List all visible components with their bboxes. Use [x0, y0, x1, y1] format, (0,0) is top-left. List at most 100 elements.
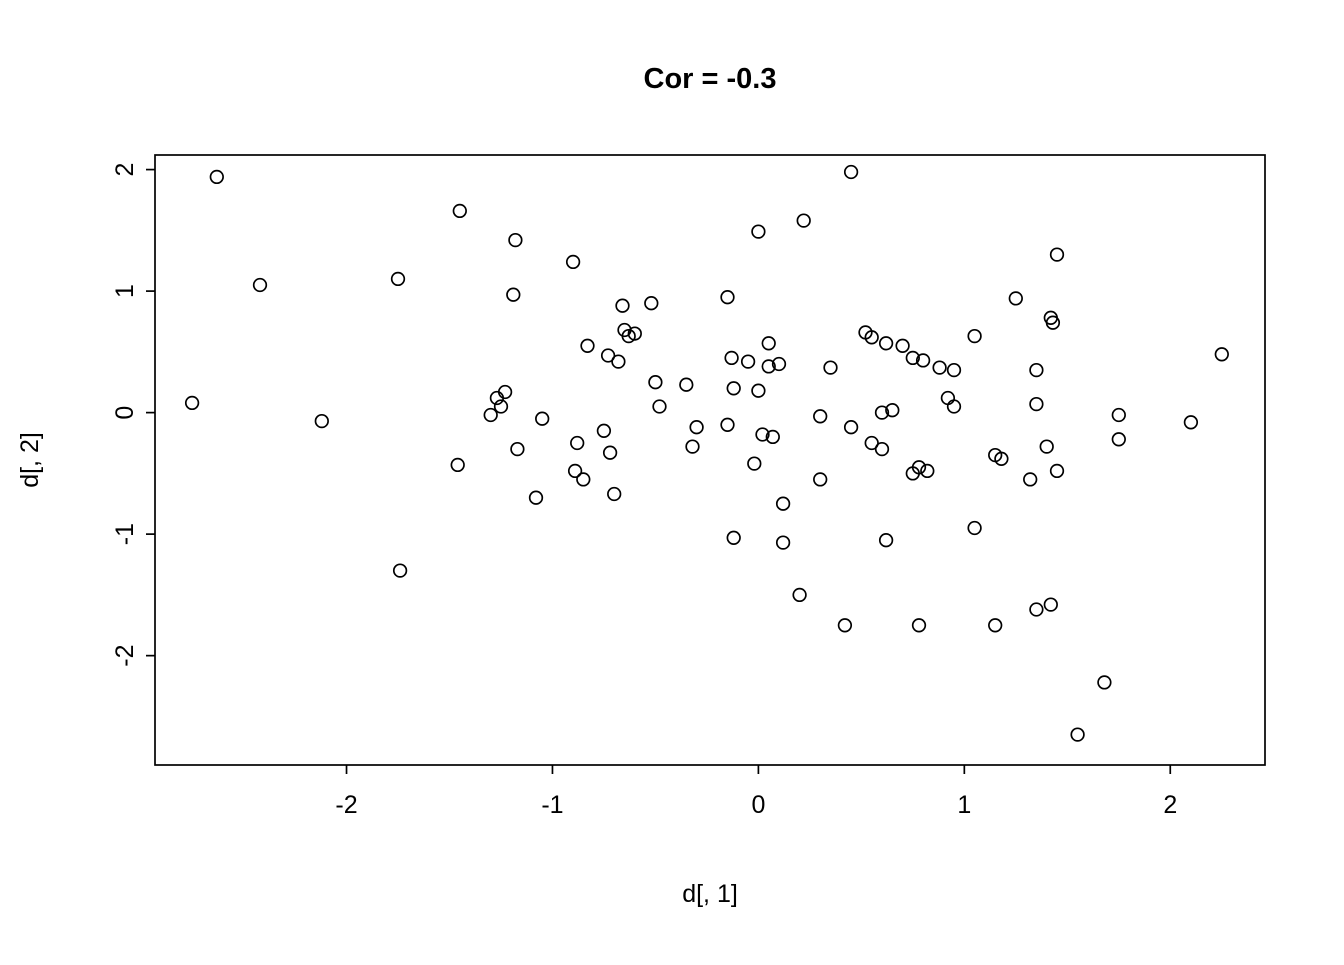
scatter-point-marker: [1039, 439, 1054, 454]
x-axis-label: d[, 1]: [682, 880, 738, 908]
scatter-point-marker: [751, 224, 766, 239]
y-tick-label: -2: [111, 645, 139, 667]
scatter-point-marker: [823, 360, 838, 375]
scatter-point-marker: [497, 384, 513, 400]
scatter-point-marker: [685, 439, 700, 454]
scatter-point-marker: [740, 354, 756, 369]
scatter-point-marker: [652, 399, 667, 414]
scatter-point-marker: [967, 520, 982, 536]
scatter-point-marker: [775, 535, 791, 550]
scatter-point-marker: [994, 451, 1009, 466]
scatter-point-marker: [843, 164, 859, 180]
scatter-point-marker: [988, 618, 1003, 633]
scatter-point-marker: [724, 350, 739, 366]
scatter-point-marker: [580, 338, 595, 353]
scatter-point-marker: [1049, 247, 1065, 262]
scatter-point-marker: [483, 407, 498, 423]
scatter-point-marker: [1111, 432, 1126, 447]
scatter-point-marker: [1049, 463, 1065, 479]
scatter-point-marker: [493, 399, 509, 414]
scatter-point-marker: [1214, 347, 1229, 362]
scatter-point-marker: [864, 435, 879, 451]
scatter-point-marker: [747, 456, 762, 471]
scatter-point-marker: [508, 232, 523, 248]
scatter-point-marker: [1045, 315, 1061, 330]
scatter-point-marker: [567, 463, 583, 479]
scatter-point-marker: [940, 390, 956, 406]
scatter-point-marker: [843, 420, 859, 435]
scatter-point-marker: [761, 336, 776, 351]
scatter-point-marker: [510, 441, 525, 457]
x-tick-label: -1: [541, 791, 563, 819]
scatter-point-marker: [878, 336, 894, 351]
scatter-point-marker: [874, 405, 890, 420]
scatter-point-marker: [813, 409, 828, 424]
x-axis-ticks: -2 -1 0 1 2: [335, 765, 1177, 819]
scatter-point-marker: [596, 423, 612, 438]
y-axis-ticks: -2 -1 0 1 2: [111, 163, 155, 667]
scatter-point-marker: [252, 277, 268, 293]
scatter-point-marker: [792, 587, 807, 603]
y-tick-label: 2: [111, 163, 139, 177]
scatter-point-marker: [915, 353, 931, 368]
scatter-point-marker: [184, 395, 200, 411]
scatter-point-marker: [967, 328, 982, 344]
scatter-point-marker: [506, 287, 521, 302]
scatter-point-marker: [627, 326, 642, 341]
scatter-point-marker: [905, 350, 920, 366]
scatter-point-marker: [1043, 597, 1058, 612]
scatter-point-marker: [1183, 415, 1199, 430]
scatter-point-marker: [621, 328, 636, 344]
scatter-point-marker: [528, 490, 544, 505]
scatter-point-marker: [565, 254, 581, 270]
scatter-point-marker: [607, 486, 622, 502]
scatter-point-marker: [911, 618, 927, 633]
scatter-point-marker: [720, 290, 735, 305]
scatter-point-marker: [864, 330, 879, 345]
scatter-point-marker: [1023, 472, 1038, 487]
plot-box: [154, 154, 1266, 766]
scatter-point-marker: [452, 203, 467, 219]
scatter-point-marker: [615, 298, 630, 313]
x-tick-label: -2: [335, 791, 357, 819]
y-axis-label: d[, 2]: [16, 432, 44, 488]
x-tick-label: 0: [751, 791, 765, 819]
scatter-point-marker: [726, 530, 741, 545]
scatter-point-marker: [570, 435, 585, 451]
scatter-point-marker: [689, 420, 704, 435]
scatter-point-marker: [648, 375, 663, 390]
scatter-point-marker: [679, 377, 694, 392]
scatter-point-marker: [885, 403, 900, 418]
y-tick-label: 1: [111, 284, 139, 298]
scatter-point-marker: [726, 381, 741, 396]
scatter-point-marker: [1029, 362, 1044, 378]
scatter-point-marker: [600, 348, 616, 363]
scatter-point-marker: [920, 463, 935, 479]
scatter-point-marker: [775, 496, 791, 511]
scatter-point-marker: [771, 356, 787, 372]
scatter-point-marker: [602, 445, 618, 460]
plot-title: Cor = -0.3: [644, 63, 777, 95]
scatter-point-marker: [1097, 675, 1112, 690]
scatter-point-marker: [946, 399, 962, 414]
scatter-point-marker: [878, 533, 894, 548]
scatter-point-marker: [755, 427, 770, 442]
scatter-point-marker: [813, 472, 828, 487]
scatter-point-marker: [1070, 727, 1085, 742]
scatter-point-marker: [1111, 407, 1126, 423]
scatter-point-marker: [874, 441, 890, 457]
scatter-point-marker: [644, 296, 659, 311]
scatter-point-marker: [209, 169, 224, 185]
scatter-point-marker: [761, 359, 776, 374]
scatter-point-marker: [796, 213, 811, 228]
y-tick-label: 0: [111, 406, 139, 420]
scatter-point-marker: [535, 411, 550, 426]
data-points: [184, 164, 1229, 742]
scatter-point-marker: [765, 429, 780, 445]
x-tick-label: 1: [957, 791, 971, 819]
scatter-point-marker: [1008, 291, 1023, 306]
x-tick-label: 2: [1163, 791, 1177, 819]
scatter-point-marker: [392, 563, 408, 578]
